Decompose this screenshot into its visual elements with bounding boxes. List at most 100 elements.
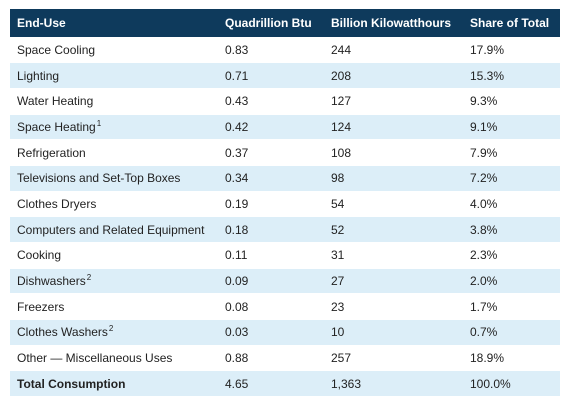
table-row: Space Cooling 0.83 244 17.9% <box>10 37 560 63</box>
table-row: Dishwashers2 0.09 27 2.0% <box>10 268 560 294</box>
table-row: Televisions and Set-Top Boxes 0.34 98 7.2% <box>10 165 560 192</box>
btu-text: 0.19 <box>225 196 249 211</box>
total-btu: 4.65 <box>225 376 249 391</box>
table-row: Freezers 0.08 23 1.7% <box>10 293 560 320</box>
kwh-text: 52 <box>331 222 345 237</box>
table-row: Lighting 0.71 208 15.3% <box>10 62 560 89</box>
end-use-cell: Space Heating1 <box>10 114 218 140</box>
share-text: 2.3% <box>470 248 498 263</box>
kwh-cell: 98 <box>324 165 463 191</box>
btu-text: 0.03 <box>225 325 249 340</box>
kwh-text: 10 <box>331 325 345 340</box>
end-use-text: Clothes Dryers <box>17 196 97 211</box>
kwh-cell: 10 <box>324 320 463 346</box>
kwh-cell: 23 <box>324 294 463 320</box>
end-use-text: Freezers <box>17 299 65 314</box>
btu-cell: 0.71 <box>218 63 324 89</box>
header-end-use: End-Use <box>17 16 66 30</box>
end-use-cell: Freezers <box>10 294 218 320</box>
btu-cell: 0.37 <box>218 140 324 166</box>
share-cell: 0.7% <box>463 320 560 346</box>
share-text: 2.0% <box>470 274 498 289</box>
kwh-cell: 257 <box>324 345 463 371</box>
share-cell: 2.3% <box>463 243 560 269</box>
btu-text: 0.11 <box>225 248 248 263</box>
energy-table-container: End-Use Quadrillion Btu Billion Kilowatt… <box>10 9 560 397</box>
btu-cell: 0.18 <box>218 217 324 243</box>
btu-cell: 0.43 <box>218 88 324 114</box>
kwh-text: 244 <box>331 42 352 57</box>
kwh-text: 54 <box>331 196 345 211</box>
end-use-cell: Televisions and Set-Top Boxes <box>10 165 218 191</box>
table-row: Computers and Related Equipment 0.18 52 3.8… <box>10 216 560 243</box>
table-row: Space Heating1 0.42 124 9.1% <box>10 114 560 140</box>
share-text: 17.9% <box>470 42 505 57</box>
end-use-text: Cooking <box>17 248 62 263</box>
share-cell: 7.2% <box>463 165 560 191</box>
end-use-cell: Dishwashers2 <box>10 268 218 294</box>
kwh-text: 257 <box>331 351 352 366</box>
end-use-cell: Space Cooling <box>10 37 218 63</box>
footnote-marker: 2 <box>108 324 114 334</box>
share-text: 1.7% <box>470 299 498 314</box>
table-header: End-Use Quadrillion Btu Billion Kilowatt… <box>10 9 560 37</box>
btu-text: 0.71 <box>225 68 249 83</box>
share-text: 7.9% <box>470 145 498 160</box>
kwh-cell: 31 <box>324 243 463 269</box>
btu-text: 0.42 <box>225 119 249 134</box>
table-row: Clothes Washers2 0.03 10 0.7% <box>10 319 560 346</box>
btu-text: 0.09 <box>225 274 249 289</box>
btu-text: 0.88 <box>225 351 249 366</box>
kwh-text: 27 <box>331 274 345 289</box>
header-billion-kwh: Billion Kilowatthours <box>331 16 451 30</box>
kwh-cell: 52 <box>324 217 463 243</box>
table-row: Other — Miscellaneous Uses 0.88 257 18.9% <box>10 345 560 371</box>
kwh-text: 108 <box>331 145 352 160</box>
kwh-text: 98 <box>331 171 345 186</box>
kwh-cell: 124 <box>324 114 463 140</box>
share-text: 3.8% <box>470 222 498 237</box>
header-quadrillion-btu: Quadrillion Btu <box>225 16 312 30</box>
footnote-marker: 1 <box>96 118 102 128</box>
share-cell: 1.7% <box>463 294 560 320</box>
header-share: Share of Total <box>470 16 550 30</box>
end-use-cell: Water Heating <box>10 88 218 114</box>
kwh-cell: 108 <box>324 140 463 166</box>
end-use-text: Water Heating <box>17 94 94 109</box>
btu-text: 0.37 <box>225 145 249 160</box>
btu-text: 0.08 <box>225 299 249 314</box>
btu-text: 0.18 <box>225 222 249 237</box>
btu-text: 0.43 <box>225 94 249 109</box>
btu-cell: 0.09 <box>218 268 324 294</box>
share-cell: 17.9% <box>463 37 560 63</box>
kwh-cell: 244 <box>324 37 463 63</box>
btu-cell: 0.08 <box>218 294 324 320</box>
table-row: Refrigeration 0.37 108 7.9% <box>10 139 560 166</box>
end-use-text: Other — Miscellaneous Uses <box>17 351 173 366</box>
header-row: End-Use Quadrillion Btu Billion Kilowatt… <box>10 9 560 37</box>
kwh-text: 31 <box>331 248 345 263</box>
end-use-text: Space Heating <box>17 119 96 134</box>
btu-cell: 0.88 <box>218 345 324 371</box>
btu-cell: 0.34 <box>218 165 324 191</box>
total-kwh: 1,363 <box>331 376 362 391</box>
share-cell: 18.9% <box>463 345 560 371</box>
share-text: 4.0% <box>470 196 498 211</box>
end-use-cell: Computers and Related Equipment <box>10 217 218 243</box>
end-use-text: Dishwashers <box>17 274 86 289</box>
share-cell: 7.9% <box>463 140 560 166</box>
total-row: Total Consumption 4.65 1,363 100.0% <box>10 370 560 397</box>
share-text: 9.1% <box>470 119 498 134</box>
end-use-text: Clothes Washers <box>17 325 108 340</box>
end-use-text: Televisions and Set-Top Boxes <box>17 171 181 186</box>
footnote-marker: 2 <box>86 273 92 283</box>
btu-cell: 0.03 <box>218 320 324 346</box>
share-text: 0.7% <box>470 325 498 340</box>
kwh-text: 208 <box>331 68 352 83</box>
end-use-text: Refrigeration <box>17 145 86 160</box>
end-use-cell: Clothes Washers2 <box>10 320 218 346</box>
btu-text: 0.83 <box>225 42 249 57</box>
share-cell: 15.3% <box>463 63 560 89</box>
total-label: Total Consumption <box>17 376 126 391</box>
btu-cell: 0.83 <box>218 37 324 63</box>
